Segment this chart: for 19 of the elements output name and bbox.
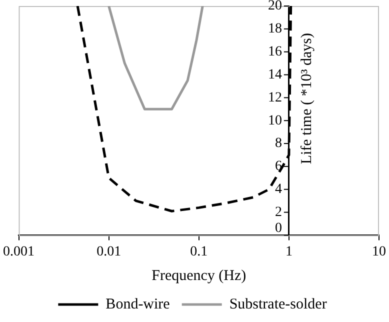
x-tick-label: 0.01 xyxy=(96,244,122,260)
legend-label: Bond-wire xyxy=(106,296,170,312)
y-tick-label: 18 xyxy=(268,22,282,37)
y-tick-label: 2 xyxy=(274,204,282,220)
y-tick-label: 0 xyxy=(274,220,282,236)
y-tick-label: 12 xyxy=(268,90,282,106)
y-tick-label: 4 xyxy=(274,182,282,198)
y-tick-label: 10 xyxy=(268,113,282,128)
y-tick-label: 8 xyxy=(274,136,282,152)
x-axis-title: Frequency (Hz) xyxy=(152,268,246,284)
x-tick-label: 0.001 xyxy=(3,244,34,260)
y-axis-title: Life time ( *10³ days) xyxy=(298,33,315,164)
y-tick-label: 20 xyxy=(268,0,282,14)
x-tick-label: 1 xyxy=(285,244,292,260)
y-tick-label: 16 xyxy=(268,44,282,60)
y-tick-label: 14 xyxy=(268,67,282,82)
legend-label: Substrate-solder xyxy=(229,296,327,312)
x-tick-label: 0.1 xyxy=(190,244,208,260)
x-tick-label: 10 xyxy=(372,244,386,260)
